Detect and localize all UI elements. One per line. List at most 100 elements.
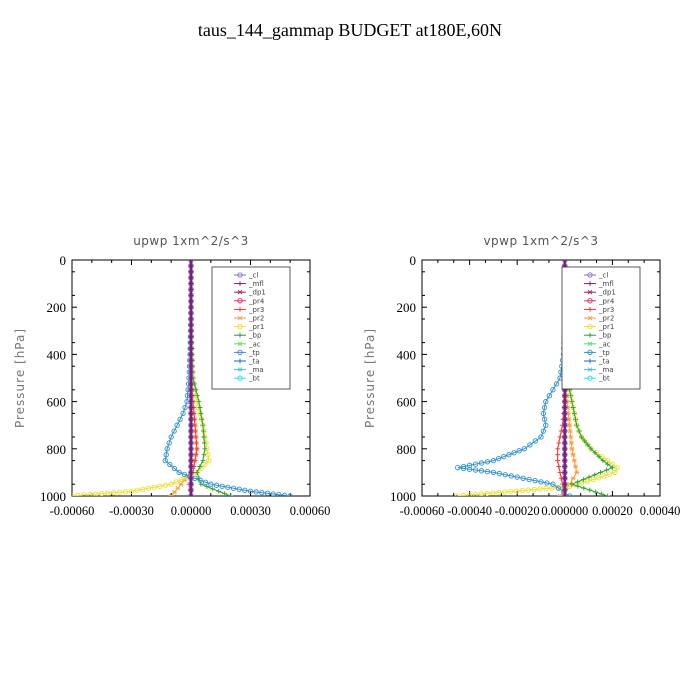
legend-label: _dp1 xyxy=(598,289,616,297)
x-tick-label: 0.00040 xyxy=(640,504,681,518)
series-point xyxy=(606,471,613,477)
series-point xyxy=(188,322,194,328)
series-point xyxy=(472,467,479,473)
series-point xyxy=(587,487,593,493)
series-point xyxy=(145,485,152,491)
legend-marker xyxy=(237,298,243,304)
series-point xyxy=(484,468,491,475)
series-point xyxy=(484,490,490,496)
series-point xyxy=(455,465,461,471)
x-tick-label: 0.00030 xyxy=(230,504,271,518)
legend-item: _ac xyxy=(584,340,611,348)
legend-label: _ma xyxy=(248,366,264,374)
series-point xyxy=(174,422,180,428)
series-point xyxy=(562,434,568,440)
legend-label: _pr3 xyxy=(598,306,614,314)
series-point xyxy=(578,480,585,486)
series-point xyxy=(222,491,228,496)
series-point xyxy=(596,454,602,460)
series-point xyxy=(172,489,177,495)
series-point xyxy=(270,491,276,496)
legend-label: _bt xyxy=(248,375,260,383)
series-point xyxy=(193,434,199,440)
series-point xyxy=(181,471,188,478)
legend-label: _cl xyxy=(598,272,608,280)
series-point xyxy=(569,446,575,452)
y-tick-label: 400 xyxy=(47,347,67,362)
x-tick-label: -0.00060 xyxy=(50,504,95,518)
legend: _cl_mfl_dp1_pr4_pr3_pr2_pr1_bp_ac_tp_ta_… xyxy=(211,266,291,390)
series-point xyxy=(525,487,531,493)
series-point xyxy=(196,399,202,404)
series-point xyxy=(490,490,496,496)
series-point xyxy=(210,486,216,492)
series-point xyxy=(242,487,248,493)
series-point xyxy=(466,492,473,496)
series-point xyxy=(569,399,575,404)
series-point xyxy=(193,452,199,458)
series-point xyxy=(610,465,615,471)
legend-item: _pr2 xyxy=(234,315,264,323)
legend-item: _bt xyxy=(234,375,260,383)
chart-title: upwp 1xm^2/s^3 xyxy=(133,234,249,248)
series-point xyxy=(513,488,520,494)
legend-marker xyxy=(237,289,243,295)
series-point xyxy=(543,422,549,428)
y-tick-label: 800 xyxy=(47,442,67,457)
series-point xyxy=(585,442,591,448)
series-point xyxy=(472,491,479,496)
series-point xyxy=(188,310,194,316)
legend-label: _cl xyxy=(248,272,258,280)
series-point xyxy=(567,428,573,434)
series-point xyxy=(596,475,602,481)
series-point xyxy=(188,260,194,263)
series-point xyxy=(198,411,204,416)
legend-item: _cl xyxy=(234,272,258,280)
series-point xyxy=(116,489,123,495)
series-point xyxy=(562,470,568,475)
series-point xyxy=(569,481,575,487)
series-point xyxy=(188,340,194,345)
series-point xyxy=(188,452,194,458)
series-point xyxy=(600,458,606,463)
legend-label: _tp xyxy=(248,349,260,357)
series-point xyxy=(484,459,491,465)
series-point xyxy=(188,475,194,481)
series-point xyxy=(247,488,254,494)
legend-item: _bt xyxy=(584,375,610,383)
series-point xyxy=(598,470,603,475)
series-point xyxy=(592,450,598,456)
series-point xyxy=(281,492,288,496)
series-point xyxy=(188,352,194,357)
series-point xyxy=(571,411,577,416)
series-point xyxy=(99,490,105,496)
series-point xyxy=(188,334,194,340)
series-point xyxy=(199,416,205,422)
legend-label: _mfl xyxy=(598,280,614,288)
series-point xyxy=(276,492,282,496)
series-point xyxy=(562,493,568,496)
legend-item: _mfl xyxy=(584,280,614,288)
legend-item: _tp xyxy=(584,349,610,357)
legend-marker xyxy=(587,358,593,364)
series-point xyxy=(195,393,200,399)
legend-marker xyxy=(237,307,243,312)
series-point xyxy=(287,493,293,496)
series-point xyxy=(543,485,549,492)
x-tick-label: 0.00000 xyxy=(171,504,212,518)
series-point xyxy=(478,491,484,496)
y-tick-label: 200 xyxy=(47,300,67,315)
series-point xyxy=(178,476,185,483)
series-point xyxy=(576,428,582,434)
series-point xyxy=(570,452,576,457)
series-point xyxy=(455,493,461,496)
y-tick-label: 200 xyxy=(397,300,417,315)
series-point xyxy=(568,440,574,446)
series-point xyxy=(574,470,580,475)
series-point xyxy=(506,452,512,458)
series-point xyxy=(202,461,208,468)
series-point xyxy=(188,293,194,298)
legend-box xyxy=(561,266,641,390)
legend-marker xyxy=(237,349,243,356)
